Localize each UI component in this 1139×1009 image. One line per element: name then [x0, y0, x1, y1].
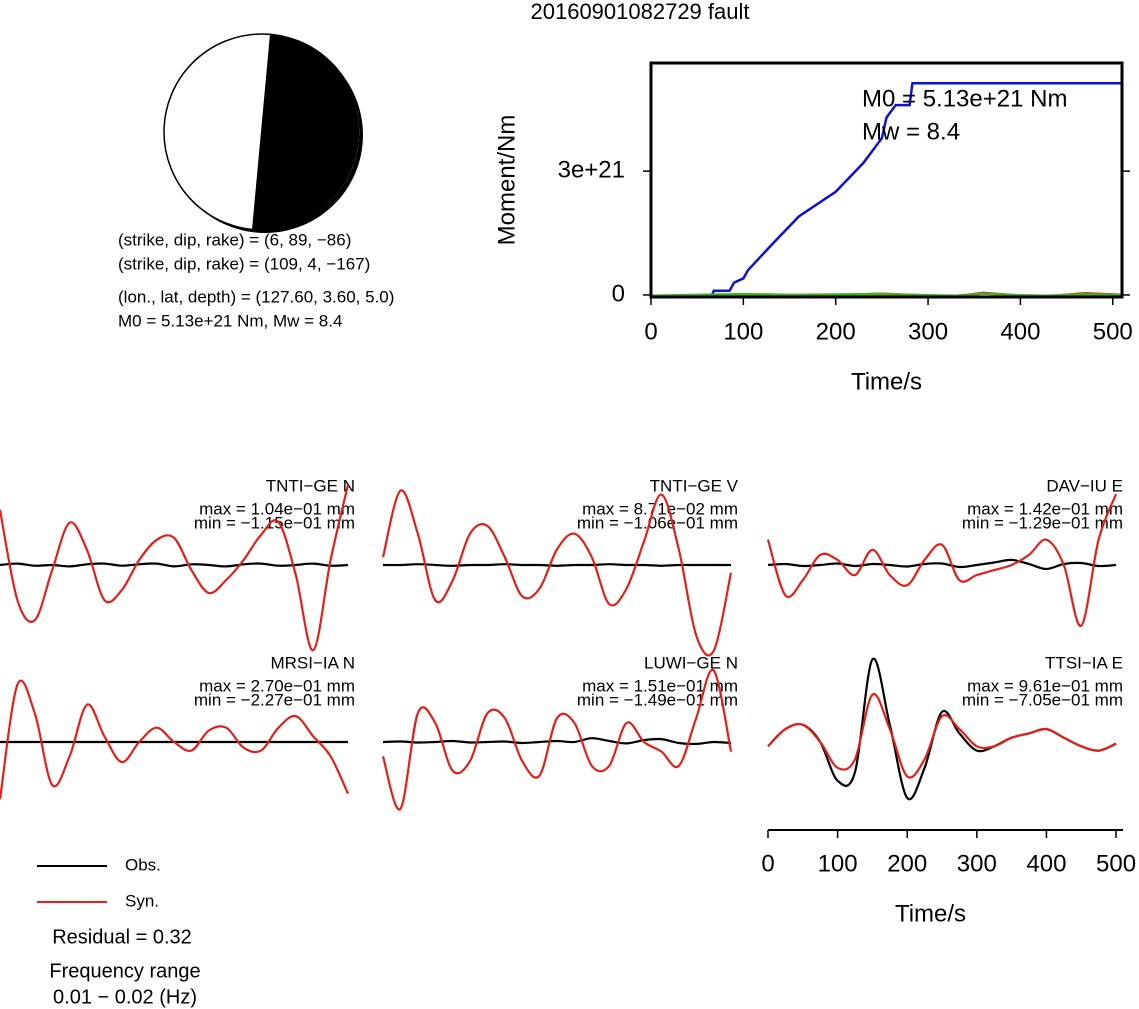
x-axis-title: Time/s — [895, 900, 966, 927]
x-tick-label: 0 — [761, 850, 774, 877]
min-label: min = −2.27e−01 mm — [194, 690, 355, 709]
min-label: min = −1.29e−01 mm — [962, 513, 1123, 532]
synthetic-trace — [767, 693, 1117, 779]
x-tick-label: 500 — [1096, 850, 1136, 877]
min-label: min = −7.05e−01 mm — [962, 690, 1123, 709]
max-label: max = 1.04e−01 mm — [199, 499, 355, 518]
mechanism-line: (strike, dip, rake) = (6, 89, −86) — [118, 230, 351, 249]
station-label: TTSI−IA E — [1045, 653, 1123, 672]
y-tick-label: 3e+21 — [558, 156, 625, 183]
annotation: M0 = 5.13e+21 Nm — [862, 85, 1067, 112]
max-label: max = 1.51e−01 mm — [582, 676, 738, 695]
x-tick-label: 500 — [1093, 318, 1133, 345]
figure-title: 20160901082729 fault — [531, 0, 750, 24]
frequency-range: 0.01 − 0.02 (Hz) — [53, 986, 197, 1008]
max-label: max = 8.71e−02 mm — [582, 499, 738, 518]
frequency-label: Frequency range — [49, 960, 200, 982]
residual: Residual = 0.32 — [52, 926, 192, 948]
min-label: min = −1.49e−01 mm — [577, 690, 738, 709]
observed-trace — [382, 737, 732, 746]
plot-frame — [649, 61, 1124, 299]
observed-trace — [382, 563, 731, 567]
synthetic-trace — [0, 679, 349, 800]
beachball-compression — [252, 34, 360, 230]
synthetic-trace — [381, 489, 733, 657]
legend-label: Syn. — [125, 891, 159, 910]
station-label: DAV−IU E — [1046, 476, 1123, 495]
station-label: LUWI−GE N — [644, 653, 738, 672]
x-tick-label: 100 — [818, 850, 858, 877]
mechanism-line: (lon., lat, depth) = (127.60, 3.60, 5.0) — [118, 287, 394, 306]
station-label: TNTI−GE V — [650, 476, 739, 495]
x-tick-label: 200 — [816, 318, 856, 345]
beachball — [163, 33, 363, 233]
x-tick-label: 0 — [644, 318, 657, 345]
mechanism-line: M0 = 5.13e+21 Nm, Mw = 8.4 — [118, 311, 342, 330]
mechanism-line: (strike, dip, rake) = (109, 4, −167) — [118, 254, 370, 273]
synthetic-trace — [381, 669, 733, 811]
x-tick-label: 200 — [887, 850, 927, 877]
x-axis-title: Time/s — [851, 368, 922, 395]
station-label: MRSI−IA N — [270, 653, 355, 672]
observed-trace — [767, 558, 1117, 571]
x-tick-label: 300 — [957, 850, 997, 877]
min-label: min = −1.15e−01 mm — [194, 513, 355, 532]
max-label: max = 9.61e−01 mm — [967, 676, 1123, 695]
x-tick-label: 100 — [723, 318, 763, 345]
min-label: min = −1.06e−01 mm — [577, 513, 738, 532]
legend-label: Obs. — [125, 855, 161, 874]
y-tick-label: 0 — [612, 280, 625, 307]
x-tick-label: 400 — [1000, 318, 1040, 345]
station-label: TNTI−GE N — [266, 476, 355, 495]
observed-trace — [0, 562, 349, 568]
moment-line — [650, 292, 1123, 298]
y-axis-title: Moment/Nm — [493, 115, 520, 246]
x-tick-label: 400 — [1026, 850, 1066, 877]
synthetic-trace — [766, 493, 1118, 627]
max-label: max = 1.42e−01 mm — [967, 499, 1123, 518]
x-tick-label: 300 — [908, 318, 948, 345]
moment-line — [651, 81, 1122, 299]
annotation: Mw = 8.4 — [862, 118, 960, 145]
max-label: max = 2.70e−01 mm — [199, 676, 355, 695]
synthetic-trace — [0, 484, 350, 652]
